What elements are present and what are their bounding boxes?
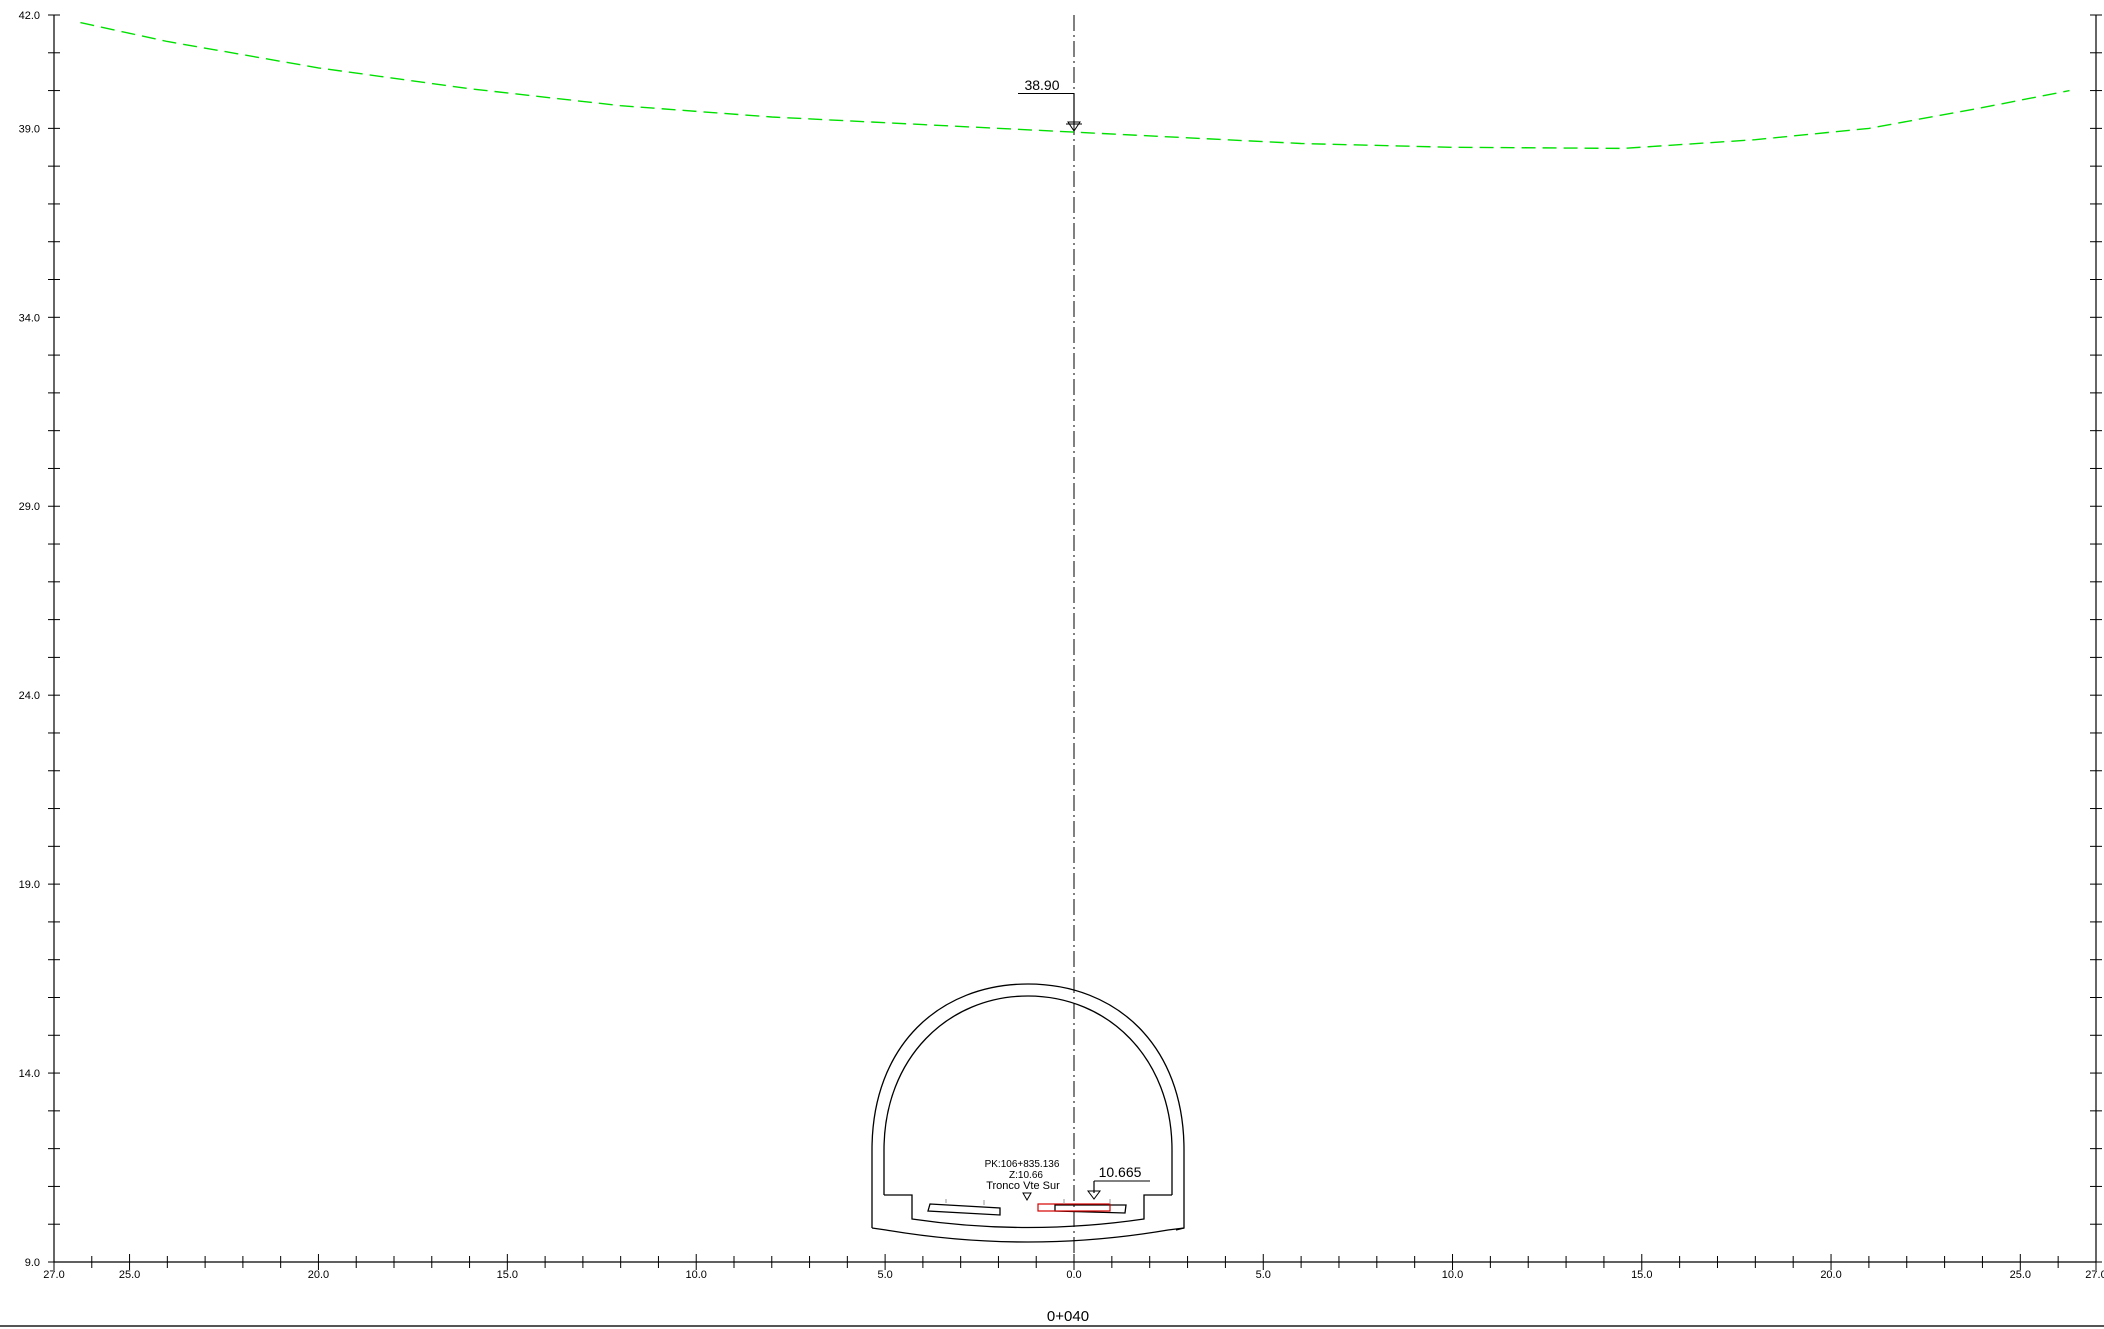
y-tick-label: 34.0 bbox=[19, 312, 40, 324]
y-tick-label: 29.0 bbox=[19, 501, 40, 513]
x-tick-label: 15.0 bbox=[1631, 1269, 1652, 1281]
y-tick-label: 42.0 bbox=[19, 10, 40, 22]
x-tick-label: 5.0 bbox=[1256, 1269, 1271, 1281]
y-axis-labels: 42.0 39.0 34.0 29.0 24.0 19.0 14.0 9.0 bbox=[19, 10, 40, 1269]
left-track-slab bbox=[927, 1203, 1001, 1216]
x-tick-label: 10.0 bbox=[1442, 1269, 1463, 1281]
alignment-name-label: Tronco Vte Sur bbox=[986, 1180, 1060, 1192]
station-label: 0+040 bbox=[1047, 1308, 1089, 1325]
tunnel-inner-lining bbox=[883, 995, 1173, 1195]
tunnel-inner-floor bbox=[884, 1194, 1172, 1229]
y-tick-label: 9.0 bbox=[25, 1257, 40, 1269]
tunnel-outer-lining bbox=[871, 983, 1185, 1231]
pk-label: PK:106+835.136 bbox=[985, 1159, 1060, 1170]
x-tick-label: 10.0 bbox=[686, 1269, 707, 1281]
x-tick-label: 25.0 bbox=[2010, 1269, 2031, 1281]
x-tick-label: 5.0 bbox=[877, 1269, 892, 1281]
y-tick-label: 14.0 bbox=[19, 1068, 40, 1080]
x-tick-label: 15.0 bbox=[497, 1269, 518, 1281]
x-tick-label: 0.0 bbox=[1066, 1269, 1081, 1281]
terrain-line bbox=[80, 21, 2070, 150]
x-tick-label: 27.0 bbox=[43, 1269, 64, 1281]
y-tick-label: 19.0 bbox=[19, 879, 40, 891]
right-track-slab bbox=[1054, 1204, 1127, 1214]
y-tick-label: 24.0 bbox=[19, 690, 40, 702]
tunnel-invert bbox=[871, 1227, 1185, 1243]
y-tick-label: 39.0 bbox=[19, 123, 40, 135]
rail-level-marker: 10.665 bbox=[1087, 1164, 1150, 1200]
alignment-info: PK:106+835.136 Z:10.66 Tronco Vte Sur bbox=[985, 1159, 1060, 1202]
right-track-rail-highlight bbox=[1037, 1203, 1111, 1212]
bottom-rule bbox=[0, 1325, 2104, 1327]
axes-group bbox=[48, 14, 2102, 1270]
rail-level-label: 10.665 bbox=[1099, 1164, 1142, 1180]
x-tick-label: 27.0 bbox=[2085, 1269, 2104, 1281]
ground-level-marker: 38.90 bbox=[1018, 77, 1082, 132]
x-axis-labels: 27.0 25.0 20.0 15.0 10.0 5.0 0.0 5.0 10.0 15.0 20.… bbox=[43, 1269, 2104, 1281]
alignment-point-marker bbox=[1022, 1192, 1032, 1202]
x-tick-label: 20.0 bbox=[308, 1269, 329, 1281]
tunnel-section bbox=[871, 983, 1185, 1243]
ground-level-label: 38.90 bbox=[1024, 77, 1059, 93]
x-tick-label: 25.0 bbox=[119, 1269, 140, 1281]
x-tick-label: 20.0 bbox=[1820, 1269, 1841, 1281]
z-label: Z:10.66 bbox=[1009, 1170, 1043, 1181]
